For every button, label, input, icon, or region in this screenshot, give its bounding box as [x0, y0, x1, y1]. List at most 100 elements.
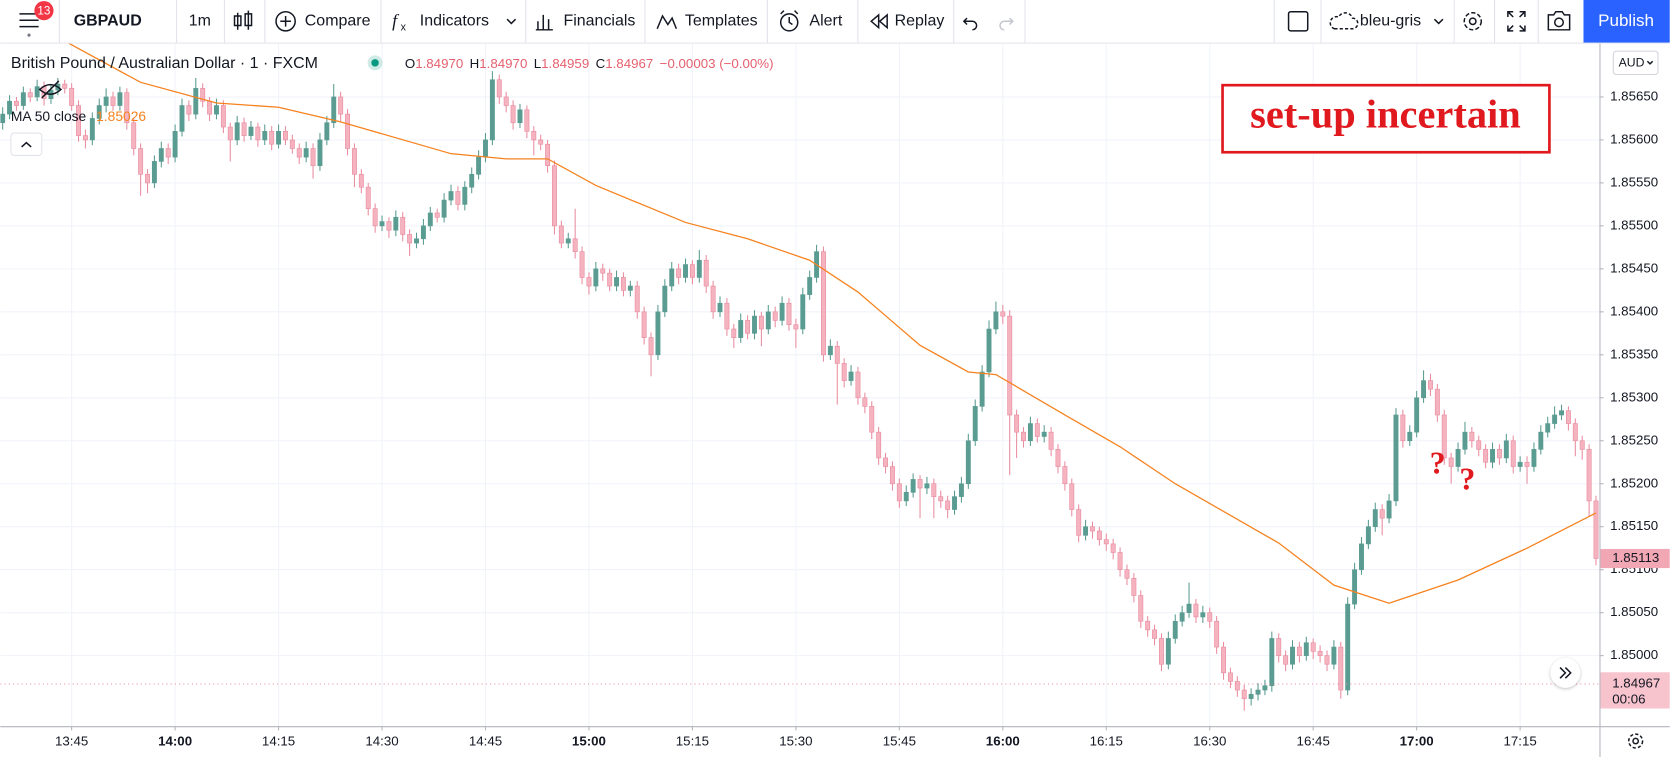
candle-body — [1145, 620, 1151, 631]
layout-button[interactable] — [1287, 10, 1309, 32]
replay-button[interactable]: Replay — [870, 13, 945, 30]
collapse-legend-button[interactable] — [10, 132, 43, 156]
candle-body — [255, 126, 261, 141]
candle-body — [1296, 646, 1302, 656]
toolbar: 13 GBPAUD 1m Compare f x Indicators Fina… — [0, 0, 1670, 44]
candle-body — [248, 126, 254, 136]
publish-bg — [1583, 0, 1670, 43]
candle-body — [400, 216, 406, 235]
dot — [27, 33, 31, 37]
candle-body — [186, 105, 192, 115]
candle-body — [200, 88, 206, 102]
candle-body — [1200, 612, 1206, 618]
scroll-to-realtime-button[interactable] — [1550, 657, 1581, 688]
candle-body — [717, 302, 723, 313]
candle-body — [1172, 620, 1178, 639]
question-mark[interactable]: ? — [1459, 462, 1475, 497]
templates-button[interactable]: Templates — [656, 13, 758, 30]
candle-body — [676, 268, 682, 278]
candle-body — [986, 328, 992, 373]
axes: 1.850001.850501.851001.851501.852001.852… — [55, 88, 1670, 749]
currency-button[interactable]: AUD — [1612, 50, 1659, 76]
question-mark[interactable]: ? — [1430, 446, 1446, 481]
grid — [0, 43, 1600, 727]
candle-body — [27, 92, 33, 98]
y-tick-label: 1.85550 — [1610, 174, 1658, 189]
clock-icon — [779, 13, 799, 32]
candle-body — [1338, 646, 1344, 691]
candle-body — [1027, 423, 1033, 442]
candle-body — [269, 131, 275, 145]
layout-save-button[interactable]: bleu-gris — [1329, 12, 1444, 30]
candle-body — [172, 131, 178, 158]
candle-body — [489, 79, 495, 141]
annotation[interactable]: set-up incertain — [1221, 83, 1551, 154]
candle-body — [89, 118, 95, 141]
indicators-button[interactable]: f x Indicators — [392, 11, 517, 34]
candle-body — [620, 277, 626, 291]
candle-body — [1055, 449, 1061, 467]
hide-indicator-button[interactable] — [38, 80, 63, 99]
candle-body — [786, 302, 792, 326]
financials-button[interactable]: Financials — [535, 13, 636, 31]
x-tick-label: 17:15 — [1503, 734, 1536, 749]
candle-body — [696, 259, 702, 278]
fullscreen-button[interactable] — [1507, 10, 1526, 32]
y-tick-label: 1.85200 — [1610, 475, 1658, 490]
candle-body — [965, 440, 971, 485]
candle-body — [1007, 315, 1013, 416]
badge-count: 13 — [37, 4, 50, 17]
candle-body — [903, 492, 909, 502]
candle-body — [324, 122, 330, 141]
candle-body — [1565, 410, 1571, 424]
candle-body — [1303, 642, 1309, 656]
candle-body — [793, 324, 799, 330]
candle-body — [552, 165, 557, 227]
x-tick-label: 16:30 — [1193, 734, 1226, 749]
y-tick-label: 1.85050 — [1610, 604, 1658, 619]
candle-body — [124, 92, 130, 124]
gear-outer — [1463, 12, 1483, 31]
candle-body — [1552, 414, 1558, 424]
candle-body — [841, 363, 847, 381]
candle-body — [952, 496, 957, 510]
candle-body — [869, 406, 875, 433]
menu-button[interactable]: 13 — [19, 1, 54, 37]
x-tick-label: 14:45 — [469, 734, 502, 749]
candle-body — [1248, 694, 1254, 699]
candle-body — [979, 371, 985, 407]
undo-button[interactable] — [962, 17, 978, 31]
publish-button[interactable]: Publish — [1583, 0, 1670, 43]
axis-settings-button[interactable] — [1627, 733, 1644, 749]
templates-label: Templates — [685, 13, 758, 30]
compare-button[interactable]: Compare — [275, 10, 371, 32]
candle-body — [34, 86, 40, 98]
symbol-search[interactable]: GBPAUD — [74, 13, 142, 30]
candle-body — [1103, 539, 1109, 545]
candle-body — [1207, 612, 1213, 622]
replay-label: Replay — [895, 13, 945, 30]
candle-body — [448, 191, 454, 201]
x-tick-label: 14:00 — [158, 734, 192, 749]
collapse-bg — [10, 132, 43, 156]
snapshot-button[interactable] — [1547, 10, 1571, 31]
chart-type-button[interactable] — [233, 10, 253, 30]
candle-body — [1179, 612, 1185, 622]
candle-body — [538, 139, 544, 145]
candle-body — [600, 268, 606, 274]
alert-button[interactable]: Alert — [779, 10, 843, 32]
candle-body — [752, 315, 757, 334]
candle-body — [1448, 457, 1454, 467]
settings-button[interactable] — [1463, 12, 1483, 31]
publish-label: Publish — [1598, 11, 1654, 30]
candle-body — [145, 173, 150, 184]
candle-body — [420, 225, 426, 240]
redo-button[interactable] — [999, 17, 1014, 31]
candle-body — [1331, 646, 1337, 665]
fx-icon-sub: x — [401, 21, 407, 33]
x-tick-label: 17:00 — [1400, 734, 1434, 749]
ohlc-key: H — [470, 55, 480, 70]
candle-body — [607, 272, 613, 287]
candle-body — [214, 105, 219, 115]
interval-button[interactable]: 1m — [189, 13, 211, 30]
